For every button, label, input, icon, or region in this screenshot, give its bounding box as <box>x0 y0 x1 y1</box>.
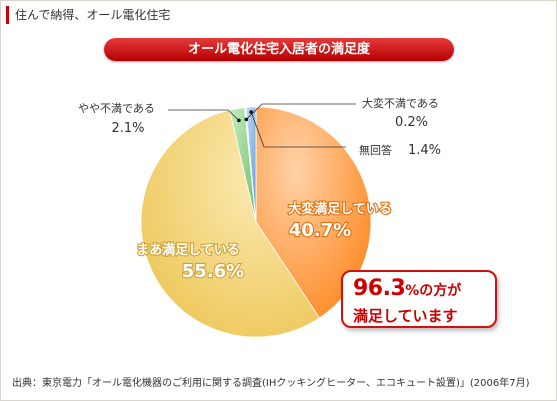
pie-slice-4 <box>245 106 257 223</box>
slice-label-3: 大変不満である <box>362 96 439 110</box>
satisfaction-callout: 96.3%の方が 満足しています <box>341 270 497 328</box>
slice-label-1: まあ満足している <box>136 242 240 258</box>
slice-label-2: やや不満である <box>78 102 155 115</box>
slice-value-0: 40.7% <box>289 220 351 241</box>
leader-dot-3 <box>244 117 249 122</box>
leader-dot-4 <box>249 110 253 114</box>
slice-value-1: 55.6% <box>182 261 244 282</box>
source-note: 出典：東京電力「オール電化機器のご利用に関する調査(IHクッキングヒーター、エコ… <box>12 378 530 389</box>
callout-suffix: %の方が <box>405 283 462 299</box>
callout-value: 96.3 <box>353 276 406 301</box>
slice-label-0: 大変満足している <box>288 201 392 217</box>
slice-label-4: 無回答 <box>359 143 392 157</box>
leader-dot-2 <box>237 118 241 123</box>
page-header: 住んで納得、オール電化住宅 <box>6 6 306 24</box>
chart-title: オール電化住宅入居者の満足度 <box>104 38 454 61</box>
callout-line2: 満足しています <box>353 307 458 325</box>
slice-value-4: 1.4% <box>408 143 441 158</box>
pie-slice-1 <box>140 109 320 338</box>
slice-value-3: 0.2% <box>395 115 428 130</box>
leader-line-2 <box>168 109 240 121</box>
leader-line-3 <box>246 103 356 120</box>
slice-value-2: 2.1% <box>111 121 144 136</box>
leader-line-4 <box>250 111 346 148</box>
